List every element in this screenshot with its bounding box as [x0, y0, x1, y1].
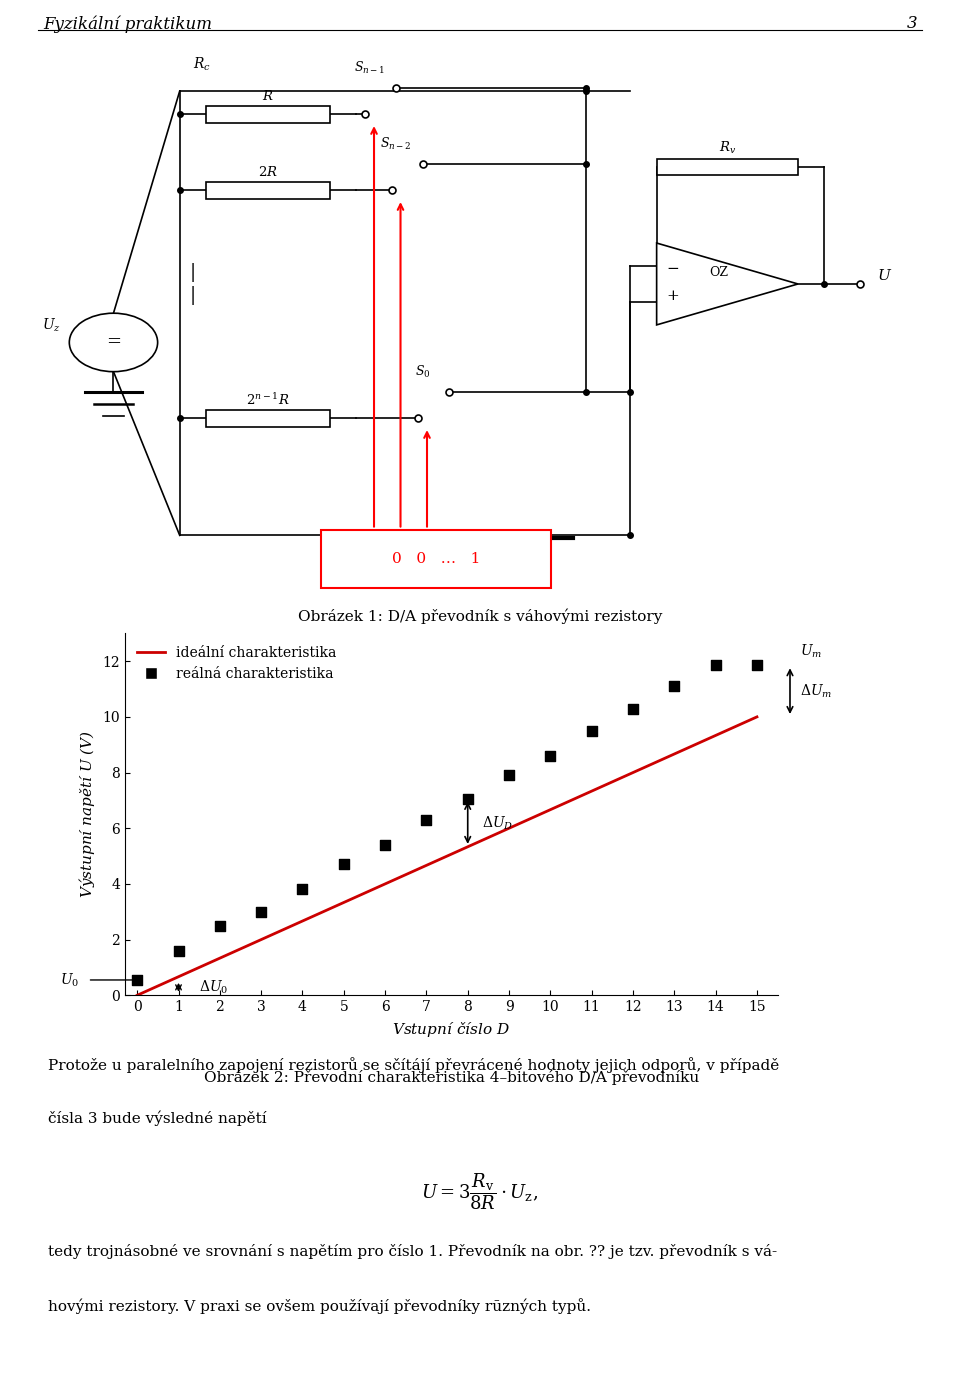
Text: 0   0   …   1: 0 0 … 1 — [392, 551, 480, 565]
Text: Obrázek 2: Převodní charakteristika 4–bitového D/A převodníku: Obrázek 2: Převodní charakteristika 4–bi… — [204, 1070, 699, 1086]
Point — [708, 654, 723, 677]
Text: $U = 3\dfrac{R_{\rm v}}{8R} \cdot U_{\rm z},$: $U = 3\dfrac{R_{\rm v}}{8R} \cdot U_{\rm… — [421, 1171, 539, 1211]
Point — [542, 745, 558, 767]
Bar — [321, 529, 551, 587]
Point — [625, 697, 640, 720]
Text: Obrázek 1: D/A převodník s váhovými rezistory: Obrázek 1: D/A převodník s váhovými rezi… — [298, 608, 662, 624]
Point — [253, 901, 269, 923]
Point — [501, 764, 516, 786]
Circle shape — [69, 313, 157, 372]
Text: $\Delta U_0$: $\Delta U_0$ — [199, 979, 228, 997]
Point — [749, 654, 764, 677]
Text: |: | — [190, 263, 196, 281]
Text: |: | — [190, 287, 196, 305]
Text: $U$: $U$ — [877, 267, 893, 283]
Text: hovými rezistory. V praxi se ovšem používají převodníky rūzných typů.: hovými rezistory. V praxi se ovšem použí… — [48, 1297, 591, 1314]
Bar — [657, 159, 798, 175]
Text: $U_0$: $U_0$ — [60, 972, 80, 988]
Text: $R_v$: $R_v$ — [719, 141, 736, 156]
Text: $2^{n-1}R$: $2^{n-1}R$ — [247, 391, 290, 408]
Text: Protože u paralelního zapojení rezistorů se sčítájí převrácené hodnoty jejich od: Protože u paralelního zapojení rezistorů… — [48, 1058, 780, 1073]
Text: OZ: OZ — [709, 266, 728, 278]
Point — [419, 809, 434, 831]
Text: $S_0$: $S_0$ — [415, 365, 430, 380]
Point — [171, 940, 186, 962]
Text: $R_c$: $R_c$ — [193, 56, 211, 74]
Text: $R$: $R$ — [262, 89, 274, 103]
Point — [295, 878, 310, 901]
Text: tedy trojnásobné ve srovnání s napětím pro číslo 1. Převodník na obr. ?? je tzv.: tedy trojnásobné ve srovnání s napětím p… — [48, 1244, 778, 1260]
Text: $S_{n-2}$: $S_{n-2}$ — [380, 136, 412, 153]
Point — [377, 834, 393, 856]
Text: $U_m$: $U_m$ — [801, 643, 823, 660]
Text: $S_{n-1}$: $S_{n-1}$ — [354, 60, 385, 77]
X-axis label: Vstupní číslo $D$: Vstupní číslo $D$ — [392, 1020, 511, 1038]
Point — [460, 788, 475, 810]
Point — [666, 675, 682, 697]
Text: $U_z$: $U_z$ — [42, 316, 61, 334]
Point — [584, 720, 599, 742]
Legend: ideální charakteristika, reálná charakteristika: ideální charakteristika, reálná charakte… — [132, 640, 342, 686]
Text: $-$: $-$ — [666, 260, 679, 274]
Text: $2R$: $2R$ — [258, 164, 278, 178]
Text: $\Delta U_m$: $\Delta U_m$ — [801, 682, 832, 700]
Text: $+$: $+$ — [666, 290, 679, 303]
Bar — [206, 106, 330, 122]
Text: Fyzikální praktikum: Fyzikální praktikum — [43, 15, 212, 32]
Text: čísla 3 bude výsledné napětí: čísla 3 bude výsledné napětí — [48, 1111, 267, 1126]
Polygon shape — [657, 244, 798, 324]
Point — [336, 853, 351, 876]
Point — [130, 969, 145, 991]
Text: $\Delta U_D$: $\Delta U_D$ — [482, 814, 514, 831]
Text: =: = — [106, 334, 121, 351]
Y-axis label: Výstupní napětí $U$ (V): Výstupní napětí $U$ (V) — [77, 731, 97, 898]
Text: 3: 3 — [906, 15, 917, 32]
Point — [212, 915, 228, 937]
Bar — [206, 182, 330, 199]
Bar — [206, 411, 330, 426]
